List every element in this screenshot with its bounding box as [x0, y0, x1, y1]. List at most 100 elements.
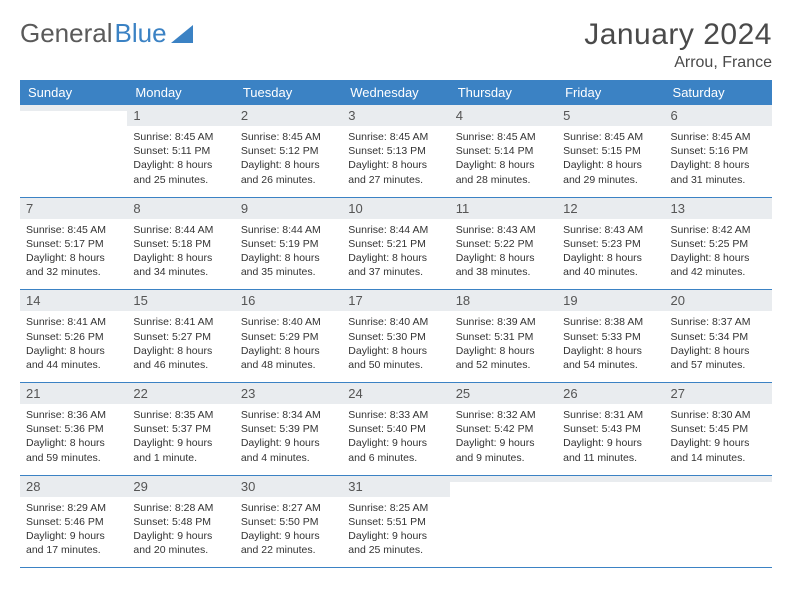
sunrise: Sunrise: 8:40 AM [241, 315, 336, 329]
dow-thursday: Thursday [450, 80, 557, 105]
calendar-table: Sunday Monday Tuesday Wednesday Thursday… [20, 80, 772, 568]
day-cell [665, 475, 772, 568]
day-number: 8 [127, 198, 234, 219]
day-body: Sunrise: 8:35 AMSunset: 5:37 PMDaylight:… [127, 404, 234, 475]
day-cell: 21Sunrise: 8:36 AMSunset: 5:36 PMDayligh… [20, 383, 127, 476]
daylight: Daylight: 8 hours and 37 minutes. [348, 251, 443, 279]
sunset: Sunset: 5:50 PM [241, 515, 336, 529]
sunrise: Sunrise: 8:45 AM [563, 130, 658, 144]
sunrise: Sunrise: 8:45 AM [348, 130, 443, 144]
day-cell: 16Sunrise: 8:40 AMSunset: 5:29 PMDayligh… [235, 290, 342, 383]
sunset: Sunset: 5:17 PM [26, 237, 121, 251]
sunrise: Sunrise: 8:45 AM [241, 130, 336, 144]
day-cell: 10Sunrise: 8:44 AMSunset: 5:21 PMDayligh… [342, 197, 449, 290]
day-number: 15 [127, 290, 234, 311]
day-body: Sunrise: 8:45 AMSunset: 5:16 PMDaylight:… [665, 126, 772, 197]
day-number: 21 [20, 383, 127, 404]
day-cell: 9Sunrise: 8:44 AMSunset: 5:19 PMDaylight… [235, 197, 342, 290]
day-cell: 26Sunrise: 8:31 AMSunset: 5:43 PMDayligh… [557, 383, 664, 476]
sunset: Sunset: 5:14 PM [456, 144, 551, 158]
day-body: Sunrise: 8:34 AMSunset: 5:39 PMDaylight:… [235, 404, 342, 475]
day-number: 20 [665, 290, 772, 311]
day-body: Sunrise: 8:27 AMSunset: 5:50 PMDaylight:… [235, 497, 342, 568]
day-number: 12 [557, 198, 664, 219]
day-cell: 7Sunrise: 8:45 AMSunset: 5:17 PMDaylight… [20, 197, 127, 290]
daylight: Daylight: 8 hours and 57 minutes. [671, 344, 766, 372]
daylight: Daylight: 9 hours and 22 minutes. [241, 529, 336, 557]
daylight: Daylight: 9 hours and 1 minute. [133, 436, 228, 464]
sunrise: Sunrise: 8:44 AM [133, 223, 228, 237]
day-number: 28 [20, 476, 127, 497]
day-cell: 24Sunrise: 8:33 AMSunset: 5:40 PMDayligh… [342, 383, 449, 476]
sunset: Sunset: 5:34 PM [671, 330, 766, 344]
sunset: Sunset: 5:25 PM [671, 237, 766, 251]
day-number: 5 [557, 105, 664, 126]
sunset: Sunset: 5:51 PM [348, 515, 443, 529]
daylight: Daylight: 8 hours and 59 minutes. [26, 436, 121, 464]
day-body: Sunrise: 8:36 AMSunset: 5:36 PMDaylight:… [20, 404, 127, 475]
sunset: Sunset: 5:22 PM [456, 237, 551, 251]
sunrise: Sunrise: 8:41 AM [26, 315, 121, 329]
day-number: 3 [342, 105, 449, 126]
title-block: January 2024 Arrou, France [584, 18, 772, 72]
day-body: Sunrise: 8:33 AMSunset: 5:40 PMDaylight:… [342, 404, 449, 475]
sunset: Sunset: 5:33 PM [563, 330, 658, 344]
daylight: Daylight: 8 hours and 27 minutes. [348, 158, 443, 186]
week-row: 14Sunrise: 8:41 AMSunset: 5:26 PMDayligh… [20, 290, 772, 383]
sunrise: Sunrise: 8:37 AM [671, 315, 766, 329]
sunrise: Sunrise: 8:29 AM [26, 501, 121, 515]
day-number: 7 [20, 198, 127, 219]
day-number: 26 [557, 383, 664, 404]
day-number: 6 [665, 105, 772, 126]
sunrise: Sunrise: 8:45 AM [456, 130, 551, 144]
daylight: Daylight: 9 hours and 6 minutes. [348, 436, 443, 464]
month-title: January 2024 [584, 18, 772, 52]
sunrise: Sunrise: 8:35 AM [133, 408, 228, 422]
day-cell: 15Sunrise: 8:41 AMSunset: 5:27 PMDayligh… [127, 290, 234, 383]
day-cell: 6Sunrise: 8:45 AMSunset: 5:16 PMDaylight… [665, 105, 772, 197]
day-cell: 22Sunrise: 8:35 AMSunset: 5:37 PMDayligh… [127, 383, 234, 476]
daylight: Daylight: 8 hours and 40 minutes. [563, 251, 658, 279]
day-cell: 18Sunrise: 8:39 AMSunset: 5:31 PMDayligh… [450, 290, 557, 383]
sunrise: Sunrise: 8:30 AM [671, 408, 766, 422]
sunset: Sunset: 5:37 PM [133, 422, 228, 436]
day-number: 1 [127, 105, 234, 126]
day-cell: 28Sunrise: 8:29 AMSunset: 5:46 PMDayligh… [20, 475, 127, 568]
sunrise: Sunrise: 8:43 AM [563, 223, 658, 237]
day-cell: 27Sunrise: 8:30 AMSunset: 5:45 PMDayligh… [665, 383, 772, 476]
day-cell: 14Sunrise: 8:41 AMSunset: 5:26 PMDayligh… [20, 290, 127, 383]
day-body: Sunrise: 8:30 AMSunset: 5:45 PMDaylight:… [665, 404, 772, 475]
day-number: 14 [20, 290, 127, 311]
dow-monday: Monday [127, 80, 234, 105]
daylight: Daylight: 9 hours and 11 minutes. [563, 436, 658, 464]
day-body: Sunrise: 8:29 AMSunset: 5:46 PMDaylight:… [20, 497, 127, 568]
sunset: Sunset: 5:48 PM [133, 515, 228, 529]
sunset: Sunset: 5:16 PM [671, 144, 766, 158]
daylight: Daylight: 8 hours and 54 minutes. [563, 344, 658, 372]
sunrise: Sunrise: 8:42 AM [671, 223, 766, 237]
sunrise: Sunrise: 8:36 AM [26, 408, 121, 422]
dow-tuesday: Tuesday [235, 80, 342, 105]
day-number: 24 [342, 383, 449, 404]
daylight: Daylight: 8 hours and 32 minutes. [26, 251, 121, 279]
day-body: Sunrise: 8:38 AMSunset: 5:33 PMDaylight:… [557, 311, 664, 382]
daylight: Daylight: 9 hours and 20 minutes. [133, 529, 228, 557]
daylight: Daylight: 8 hours and 38 minutes. [456, 251, 551, 279]
day-number: 29 [127, 476, 234, 497]
day-number: 22 [127, 383, 234, 404]
daylight: Daylight: 8 hours and 25 minutes. [133, 158, 228, 186]
day-body [450, 482, 557, 540]
day-body: Sunrise: 8:44 AMSunset: 5:21 PMDaylight:… [342, 219, 449, 290]
daylight: Daylight: 9 hours and 14 minutes. [671, 436, 766, 464]
day-cell: 11Sunrise: 8:43 AMSunset: 5:22 PMDayligh… [450, 197, 557, 290]
day-body: Sunrise: 8:28 AMSunset: 5:48 PMDaylight:… [127, 497, 234, 568]
sunrise: Sunrise: 8:45 AM [671, 130, 766, 144]
sunset: Sunset: 5:46 PM [26, 515, 121, 529]
day-cell: 1Sunrise: 8:45 AMSunset: 5:11 PMDaylight… [127, 105, 234, 197]
daylight: Daylight: 8 hours and 44 minutes. [26, 344, 121, 372]
day-cell: 20 Sunrise: 8:37 AMSunset: 5:34 PMDayligh… [665, 290, 772, 383]
sunset: Sunset: 5:39 PM [241, 422, 336, 436]
sunset: Sunset: 5:11 PM [133, 144, 228, 158]
sunset: Sunset: 5:23 PM [563, 237, 658, 251]
day-body: Sunrise: 8:40 AMSunset: 5:29 PMDaylight:… [235, 311, 342, 382]
